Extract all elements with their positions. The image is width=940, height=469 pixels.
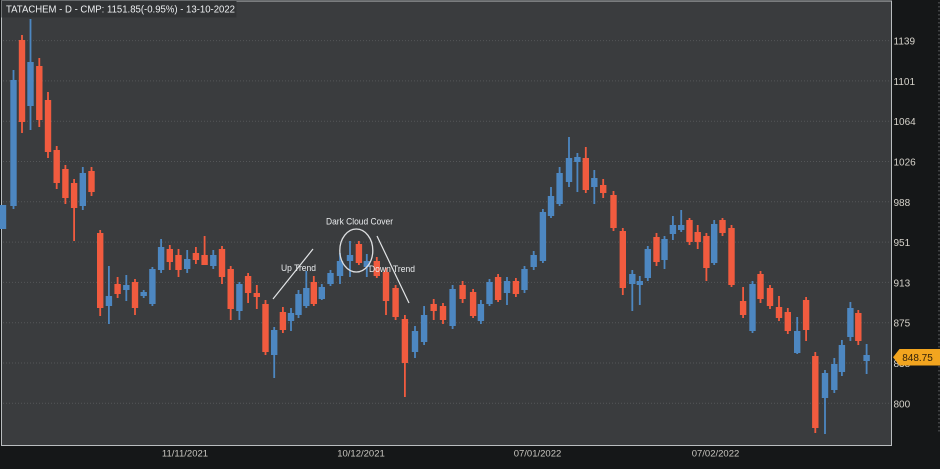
- svg-text:1026: 1026: [894, 158, 917, 169]
- svg-text:07/02/2022: 07/02/2022: [692, 449, 740, 460]
- svg-text:1064: 1064: [894, 117, 917, 128]
- svg-text:800: 800: [894, 399, 911, 410]
- svg-text:988: 988: [894, 198, 911, 209]
- svg-text:TATACHEM - D - CMP: 1151.85(-0: TATACHEM - D - CMP: 1151.85(-0.95%) - 13…: [6, 5, 235, 16]
- svg-text:10/12/2021: 10/12/2021: [337, 449, 385, 460]
- svg-text:875: 875: [894, 319, 911, 330]
- svg-text:11/11/2021: 11/11/2021: [162, 449, 208, 460]
- svg-text:913: 913: [894, 278, 911, 289]
- svg-text:1139: 1139: [894, 37, 916, 48]
- svg-text:Dark Cloud Cover: Dark Cloud Cover: [326, 217, 393, 228]
- svg-text:848.75: 848.75: [902, 353, 933, 364]
- svg-text:Down Trend: Down Trend: [369, 264, 415, 275]
- svg-text:951: 951: [894, 238, 911, 249]
- svg-text:Up Trend: Up Trend: [281, 263, 316, 274]
- svg-text:07/01/2022: 07/01/2022: [514, 449, 562, 460]
- svg-text:1101: 1101: [894, 77, 916, 88]
